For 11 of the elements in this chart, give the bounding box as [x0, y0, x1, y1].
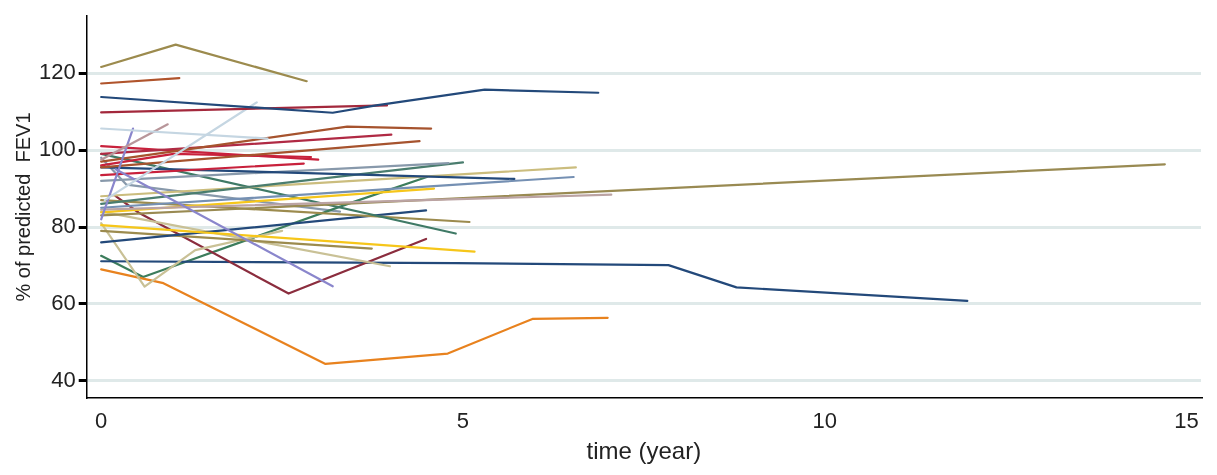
x-tick-label: 5	[456, 408, 470, 434]
x-tick-label: 15	[1174, 408, 1199, 434]
y-tick-label: 80	[51, 213, 76, 239]
y-tick-label: 60	[51, 290, 76, 315]
x-axis-title: time (year)	[586, 437, 702, 465]
y-tick-label: 120	[38, 59, 76, 85]
x-tick-label: 0	[95, 408, 108, 434]
y-tick-label: 100	[38, 136, 76, 162]
x-tick-label: 10	[812, 408, 837, 434]
y-tick-label: 40	[51, 366, 76, 392]
y-axis-title: % of predicted FEV1	[11, 112, 34, 302]
